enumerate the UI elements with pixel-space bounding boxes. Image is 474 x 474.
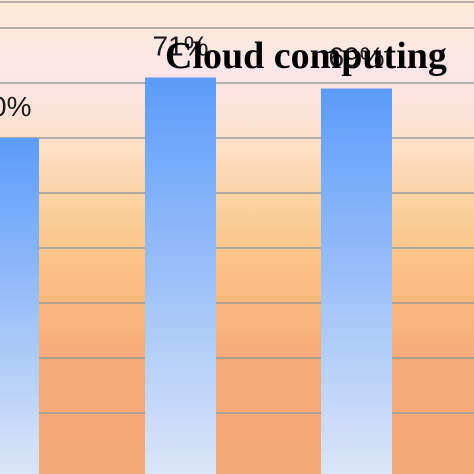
gridlines xyxy=(0,1,474,414)
chart-title: Cloud computing xyxy=(165,35,447,77)
bar-1 xyxy=(145,77,216,474)
data-label-2: 69% xyxy=(328,42,384,73)
bars xyxy=(0,77,392,474)
bar-0 xyxy=(0,138,39,474)
data-labels: 60% 71% 69% xyxy=(0,31,385,123)
data-label-1: 71% xyxy=(152,31,208,62)
data-label-0: 60% xyxy=(0,91,32,122)
bar-2 xyxy=(321,88,392,474)
